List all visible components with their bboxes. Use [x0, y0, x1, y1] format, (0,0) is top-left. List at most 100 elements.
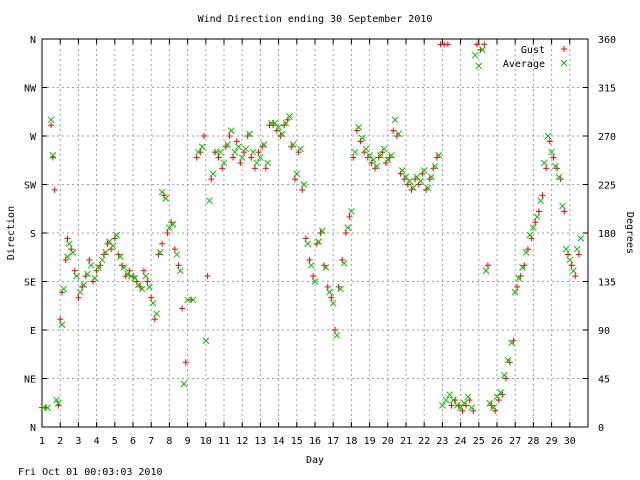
data-point-gust: [342, 230, 349, 236]
data-point-gust: [484, 262, 491, 269]
data-point-average: [142, 272, 150, 280]
series-average: [40, 46, 585, 411]
x-tick-label: 18: [345, 436, 357, 447]
data-point-gust: [57, 316, 64, 323]
data-point-average: [471, 51, 479, 59]
data-point-average: [297, 145, 304, 153]
data-point-gust: [575, 251, 582, 258]
data-point-average: [500, 371, 508, 379]
data-point-gust: [75, 294, 82, 301]
data-point-gust: [302, 235, 309, 242]
data-point-gust: [200, 133, 207, 139]
data-point-average: [217, 148, 224, 156]
y-right-tick-label: 45: [598, 375, 610, 386]
data-point-gust: [550, 154, 557, 161]
data-point-average: [84, 270, 91, 278]
data-point-average: [116, 253, 124, 261]
data-point-average: [293, 170, 301, 178]
x-tick-label: 6: [130, 436, 136, 447]
y-left-tick-label: N: [30, 423, 36, 434]
x-tick-label: 29: [546, 436, 558, 447]
data-point-average: [351, 148, 359, 156]
data-point-gust: [332, 327, 339, 333]
data-point-average: [395, 130, 403, 138]
x-tick-label: 7: [148, 436, 154, 447]
data-point-average: [235, 143, 242, 151]
data-point-gust: [237, 159, 244, 166]
data-point-gust: [164, 230, 171, 236]
data-point-average: [176, 267, 184, 275]
x-tick-label: 15: [291, 436, 303, 447]
data-point-average: [95, 264, 102, 271]
data-point-gust: [564, 251, 571, 258]
data-point-average: [559, 202, 566, 210]
data-point-average: [453, 402, 461, 409]
data-point-average: [420, 167, 428, 174]
data-point-average: [446, 391, 454, 399]
data-point-average: [64, 253, 71, 261]
x-tick-label: 4: [94, 436, 100, 447]
x-tick-label: 17: [327, 436, 339, 447]
data-point-average: [519, 264, 526, 271]
data-point-gust: [481, 41, 488, 48]
data-point-average: [442, 396, 450, 404]
data-point-average: [149, 299, 157, 307]
data-point-average: [308, 261, 315, 269]
data-point-average: [340, 259, 348, 267]
data-point-average: [124, 270, 131, 278]
y-left-tick-label: W: [30, 132, 37, 143]
legend-label-average: Average: [503, 59, 545, 70]
y-left-tick-label: SE: [24, 278, 36, 289]
y-left-tick-label: S: [30, 229, 36, 240]
data-point-average: [537, 197, 545, 205]
data-point-average: [417, 177, 424, 185]
data-point-average: [304, 240, 312, 248]
data-point-gust: [535, 208, 542, 215]
ticks-layer: 1 2 3 4 5 6 7 8 9 10 11 12 13 14 15 16 17 18 19 20 21 22 23 24 2…: [24, 35, 616, 447]
data-point-average: [530, 224, 537, 231]
data-point-average: [275, 124, 282, 131]
data-point-gust: [219, 165, 226, 172]
y-right-tick-label: 90: [598, 326, 610, 337]
data-point-gust: [539, 192, 546, 199]
data-point-average: [202, 337, 210, 345]
data-point-gust: [262, 165, 269, 172]
data-point-gust: [140, 267, 147, 274]
y-left-tick-label: NW: [24, 84, 37, 95]
data-point-average: [76, 288, 84, 296]
x-tick-label: 10: [200, 436, 212, 447]
x-tick-label: 26: [491, 436, 503, 447]
data-point-average: [242, 145, 250, 153]
data-point-average: [497, 389, 504, 396]
y-right-tick-label: 225: [598, 181, 616, 192]
x-tick-label: 12: [236, 436, 248, 447]
data-point-average: [253, 159, 261, 167]
data-point-average: [91, 274, 99, 282]
y-right-tick-label: 315: [598, 84, 616, 95]
data-point-average: [551, 162, 559, 170]
x-tick-label: 28: [527, 436, 539, 447]
data-point-gust: [233, 138, 240, 145]
x-tick-label: 16: [309, 436, 321, 447]
y-right-tick-label: 270: [598, 132, 616, 143]
data-point-average: [227, 127, 235, 134]
data-point-average: [198, 143, 206, 151]
data-point-average: [544, 132, 552, 140]
data-point-gust: [543, 165, 550, 172]
data-point-average: [369, 156, 377, 164]
x-tick-label: 13: [254, 436, 266, 447]
data-point-gust: [546, 138, 553, 145]
x-tick-label: 24: [455, 436, 467, 447]
data-point-gust: [193, 154, 200, 161]
data-point-average: [153, 310, 161, 318]
data-point-average: [533, 213, 541, 221]
x-axis-label: Day: [306, 455, 324, 466]
data-point-gust: [572, 273, 579, 280]
data-point-gust: [179, 305, 186, 312]
data-point-average: [428, 173, 435, 181]
data-point-average: [315, 238, 322, 245]
data-point-average: [380, 145, 388, 153]
data-point-average: [173, 251, 181, 258]
